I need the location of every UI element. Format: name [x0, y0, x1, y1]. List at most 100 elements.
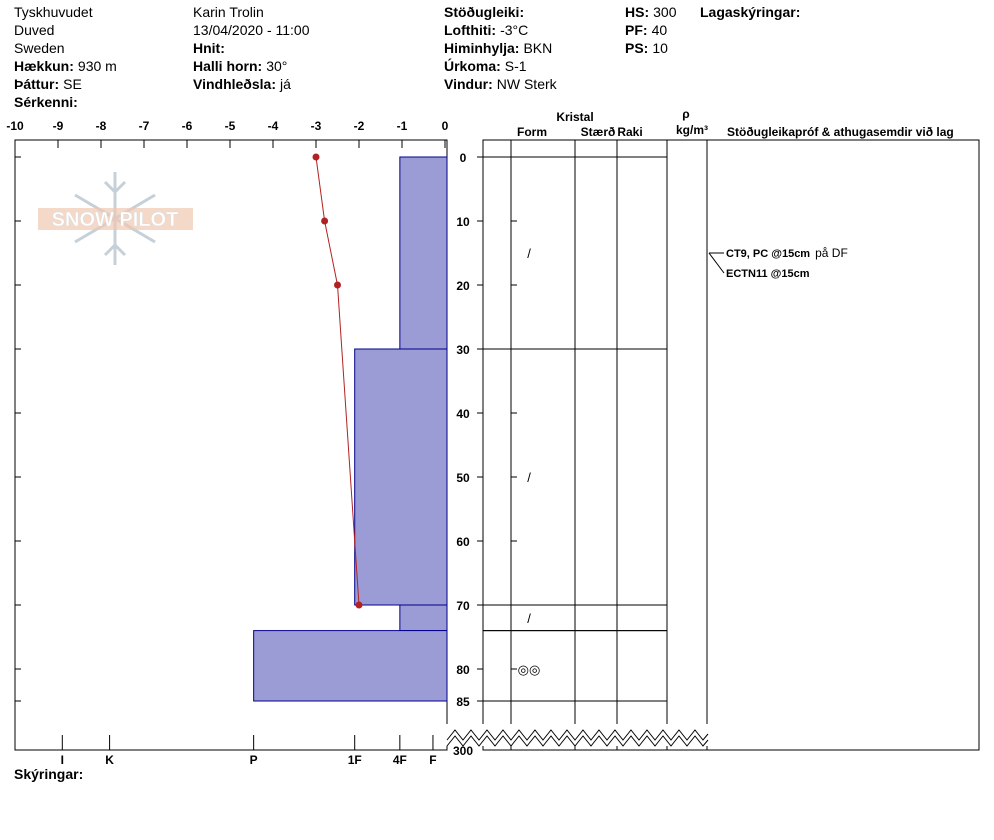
temp-tick-label: 0	[442, 119, 449, 133]
header-field: Vindhleðsla: já	[193, 76, 291, 92]
header-field: Duved	[14, 22, 54, 38]
header-field: 13/04/2020 - 11:00	[193, 22, 310, 38]
field-value: 30°	[266, 58, 287, 74]
field-text: 13/04/2020 - 11:00	[193, 22, 310, 38]
header-field: Stöðugleiki:	[444, 4, 524, 20]
field-text: Karin Trolin	[193, 4, 264, 20]
depth-tick-label: 80	[456, 663, 470, 677]
test-label: ECTN11 @15cm	[726, 268, 810, 280]
header-field: Tyskhuvudet	[14, 4, 93, 20]
field-label: HS:	[625, 4, 649, 20]
depth-tick-label: 30	[456, 343, 470, 357]
depth-tick-label: 40	[456, 407, 470, 421]
header-field: Hnit:	[193, 40, 225, 56]
field-label: Lofthiti:	[444, 22, 496, 38]
header-field: PS: 10	[625, 40, 668, 56]
table-frame	[482, 139, 980, 751]
field-label: Hnit:	[193, 40, 225, 56]
layer	[354, 348, 448, 606]
field-label: Hækkun:	[14, 58, 74, 74]
depth-tick-label: 70	[456, 599, 470, 613]
break-zigzag	[446, 735, 709, 747]
hardness-label: I	[61, 753, 64, 767]
break-mask	[446, 724, 708, 746]
test-text: CT9, PC @15cm på DF	[726, 246, 848, 260]
temperature-point	[321, 217, 329, 225]
temp-tick-label: -10	[6, 119, 24, 133]
field-value: 40	[652, 22, 668, 38]
field-label: Sérkenni:	[14, 94, 78, 110]
depth-tick-label: 50	[456, 471, 470, 485]
layer	[399, 156, 448, 350]
field-label: Himinhylja:	[444, 40, 519, 56]
hardness-label: 4F	[393, 753, 407, 767]
header-field: Lofthiti: -3°C	[444, 22, 528, 38]
header-field: Þáttur: SE	[14, 76, 82, 92]
column-header: Stærð	[581, 125, 616, 139]
table-columns	[510, 140, 708, 750]
hardness-label: K	[105, 753, 114, 767]
field-value: 930 m	[78, 58, 117, 74]
test-label: CT9, PC @15cm	[726, 248, 810, 260]
field-label: Lagaskýringar:	[700, 4, 800, 20]
field-label: Vindhleðsla:	[193, 76, 276, 92]
field-text: Duved	[14, 22, 54, 38]
test-text: ECTN11 @15cm	[726, 268, 810, 280]
column-header: Kristal	[556, 110, 593, 124]
field-value: -3°C	[500, 22, 528, 38]
temp-tick-label: -5	[225, 119, 236, 133]
hardness-label: 1F	[348, 753, 362, 767]
temperature-point	[334, 281, 341, 289]
field-value: 10	[652, 40, 668, 56]
header-field: PF: 40	[625, 22, 667, 38]
field-value: S-1	[505, 58, 527, 74]
field-value: já	[279, 76, 291, 92]
footer-label: Skýringar:	[14, 766, 83, 782]
crystal-form: /	[527, 470, 531, 485]
depth-total: 300	[453, 744, 473, 758]
field-label: PF:	[625, 22, 648, 38]
depth-tick-label: 10	[456, 215, 470, 229]
temp-tick-label: -7	[139, 119, 150, 133]
column-header: kg/m³	[676, 123, 708, 137]
header-field: Úrkoma: S-1	[444, 57, 527, 74]
crystal-form: /	[527, 246, 531, 261]
temp-tick-label: -1	[397, 119, 408, 133]
temperature-point	[312, 153, 320, 161]
column-header: ρ	[682, 107, 689, 121]
break-zigzag	[446, 729, 709, 741]
header-field: Hækkun: 930 m	[14, 58, 117, 74]
field-value: SE	[63, 76, 82, 92]
crystal-form: /	[527, 611, 531, 626]
temp-tick-label: -9	[53, 119, 64, 133]
hardness-label: F	[429, 753, 436, 767]
column-header: Form	[517, 125, 547, 139]
field-value: BKN	[523, 40, 552, 56]
field-label: Halli horn:	[193, 58, 262, 74]
depth-tick-label: 20	[456, 279, 470, 293]
header-field: Sweden	[14, 40, 65, 56]
field-value: NW Sterk	[497, 76, 558, 92]
temp-tick-label: -3	[311, 119, 322, 133]
layer	[253, 630, 448, 702]
field-label: Þáttur:	[14, 76, 59, 92]
field-label: Vindur:	[444, 76, 493, 92]
test-note: på DF	[815, 246, 848, 260]
temp-tick-label: -4	[268, 119, 279, 133]
header-field: Vindur: NW Sterk	[444, 76, 558, 92]
hardness-label: P	[250, 753, 258, 767]
test-arrow	[708, 252, 725, 274]
column-header: Stöðugleikapróf & athugasemdir við lag	[727, 125, 954, 139]
header-field: Sérkenni:	[14, 94, 78, 110]
temperature-point	[355, 601, 363, 609]
header-field: HS: 300	[625, 4, 677, 20]
logo-text: SNOW PILOT	[52, 209, 179, 231]
temp-tick-label: -6	[182, 119, 193, 133]
layer	[399, 604, 448, 632]
crystal-form: ◎◎	[518, 662, 541, 677]
field-text: Tyskhuvudet	[14, 4, 93, 20]
field-label: Stöðugleiki:	[444, 4, 524, 20]
temp-tick-label: -8	[96, 119, 107, 133]
depth-tick-label: 85	[456, 695, 470, 709]
